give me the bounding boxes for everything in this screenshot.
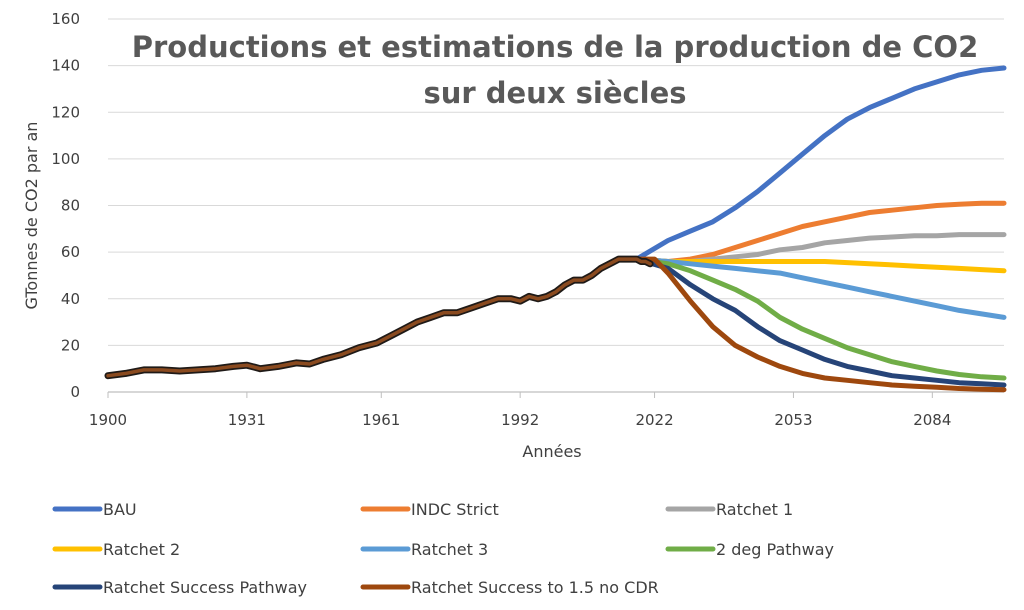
x-tick-label-2084: 2084	[913, 411, 951, 429]
series-line-ratchet-success-to-1-5-no-cdr	[634, 256, 1007, 393]
y-tick-label-100: 100	[51, 150, 80, 168]
series-line-ratchet-3	[634, 256, 1007, 320]
y-tick-label-140: 140	[51, 57, 80, 75]
legend-label-ratchet-1: Ratchet 1	[716, 500, 793, 519]
y-tick-label-80: 80	[61, 197, 80, 215]
historical-line-outline	[104, 255, 654, 380]
chart-title-line-1: Productions et estimations de la product…	[132, 30, 979, 64]
x-tick-label-2053: 2053	[774, 411, 812, 429]
legend-label-indc-strict: INDC Strict	[411, 500, 499, 519]
chart-title: Productions et estimations de la product…	[132, 30, 979, 110]
legend-label-ratchet-success-to-1-5-no-cdr: Ratchet Success to 1.5 no CDR	[411, 578, 659, 597]
y-tick-label-40: 40	[61, 290, 80, 308]
chart-title-line-2: sur deux siècles	[423, 76, 686, 110]
x-tick-label-1961: 1961	[362, 411, 400, 429]
gridlines	[108, 18, 1004, 346]
axes: 0 20 40 60 80 100 120 140 160 1900 1931 1961 1992 202…	[22, 10, 1004, 461]
x-axis-title: Années	[522, 442, 581, 461]
legend-label-2-deg-pathway: 2 deg Pathway	[716, 540, 834, 559]
y-tick-label-160: 160	[51, 10, 80, 28]
series-line-2-deg-pathway	[634, 256, 1007, 381]
legend-label-ratchet-3: Ratchet 3	[411, 540, 488, 559]
x-tick-label-1992: 1992	[501, 411, 539, 429]
legend-label-ratchet-2: Ratchet 2	[103, 540, 180, 559]
y-tick-label-120: 120	[51, 103, 80, 121]
legend-label-bau: BAU	[103, 500, 137, 519]
y-tick-label-60: 60	[61, 243, 80, 261]
series-line-indc-strict	[634, 200, 1007, 264]
series-line-bau	[634, 65, 1007, 262]
y-tick-label-20: 20	[61, 336, 80, 354]
x-tick-label-1900: 1900	[89, 411, 127, 429]
legend: BAU INDC Strict Ratchet 1 Ratchet 2 Ratchet …	[52, 500, 834, 597]
legend-label-ratchet-success-pathway: Ratchet Success Pathway	[103, 578, 307, 597]
series-lines	[104, 65, 1007, 393]
historical-line	[106, 257, 652, 378]
series-line-ratchet-2	[634, 256, 1007, 274]
y-tick-label-0: 0	[70, 383, 80, 401]
x-tick-label-1931: 1931	[228, 411, 266, 429]
y-axis-title: GTonnes de CO2 par an	[22, 122, 41, 310]
x-tick-label-2022: 2022	[635, 411, 673, 429]
series-line-ratchet-success-pathway	[634, 256, 1007, 388]
